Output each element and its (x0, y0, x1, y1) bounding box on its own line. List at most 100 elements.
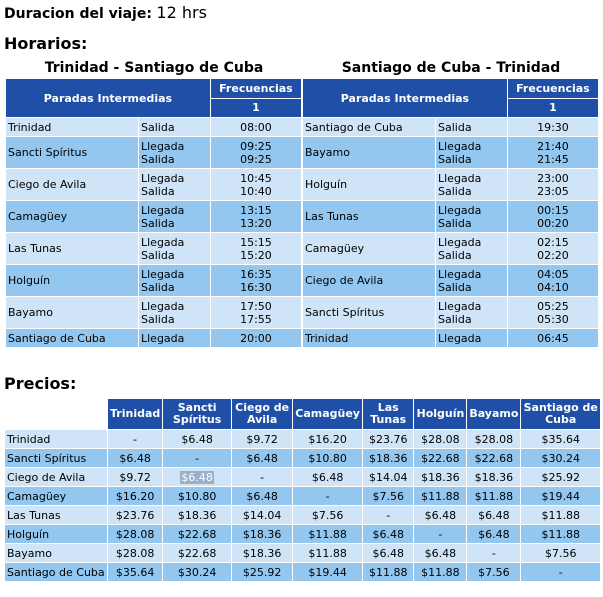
price-cell: $6.48 (361, 543, 415, 563)
stop-name: Trinidad (5, 117, 139, 137)
price-col-header: Camagüey (292, 398, 363, 430)
arrival-departure-type: Llegada Salida (435, 296, 508, 329)
stop-name: Las Tunas (5, 232, 139, 265)
price-cell: $6.48 (162, 429, 232, 449)
price-cell: $23.76 (361, 429, 415, 449)
schedule-table-return: Paradas Intermedias Frecuencias 1 Santiago … (302, 78, 600, 348)
stop-name: Sancti Spíritus (5, 136, 139, 169)
precios-heading: Precios: (4, 374, 77, 393)
col-header-stops: Paradas Intermedias (302, 78, 508, 118)
price-cell: $6.48 (292, 467, 363, 487)
price-cell: $9.72 (106, 467, 164, 487)
price-cell: - (466, 543, 522, 563)
col-header-frequency-number: 1 (506, 97, 600, 118)
price-cell: $28.08 (106, 524, 164, 544)
stop-time: 17:50 17:55 (209, 296, 303, 329)
arrival-departure-type: Llegada (138, 328, 211, 348)
table-row: Camagüey $16.20 $10.80 $6.48- $7.56 $11.88 $11… (4, 486, 601, 506)
selected-price-text: $6.48 (180, 470, 214, 484)
stop-name: Camagüey (302, 232, 436, 265)
duration-label: Duracion del viaje: (4, 6, 152, 22)
price-cell: $28.08 (106, 543, 164, 563)
price-cell: $11.88 (413, 562, 468, 582)
price-row-city: Santiago de Cuba (4, 562, 108, 582)
price-cell: $18.36 (413, 467, 468, 487)
arrival-departure-type: Salida (138, 117, 211, 137)
arrival-departure-type: Llegada Salida (138, 168, 211, 201)
table-row: Camagüey Llegada Salida 13:15 13:20 (5, 200, 303, 233)
price-row-city: Ciego de Avila (4, 467, 108, 487)
price-cell: $22.68 (162, 543, 232, 563)
table-row: Trinidad Llegada 06:45 (302, 328, 600, 348)
price-cell: $10.80 (292, 448, 363, 468)
price-cell: $25.92 (520, 467, 601, 487)
table-row: Bayamo Llegada Salida 21:40 21:45 (302, 136, 600, 169)
price-cell: $28.08 (466, 429, 522, 449)
price-row-city: Las Tunas (4, 505, 108, 525)
stop-name: Las Tunas (302, 200, 436, 233)
price-cell: $14.04 (361, 467, 415, 487)
arrival-departure-type: Llegada Salida (435, 168, 508, 201)
trip-duration: Duracion del viaje: 12 hrs (4, 3, 207, 22)
price-cell: $7.56 (292, 505, 363, 525)
stop-name: Camagüey (5, 200, 139, 233)
price-cell: $16.20 (106, 486, 164, 506)
stop-time: 23:00 23:05 (506, 168, 600, 201)
arrival-departure-type: Llegada Salida (435, 232, 508, 265)
table-row: Ciego de Avila Llegada Salida 10:45 10:40 (5, 168, 303, 201)
price-col-header: Ciego de Avila (230, 398, 294, 430)
price-col-header: Santiago de Cuba (520, 398, 601, 430)
stop-time: 09:25 09:25 (209, 136, 303, 169)
table-row: Santiago de Cuba $35.64 $30.24 $25.92 $19.44… (4, 562, 601, 582)
price-cell: - (230, 467, 294, 487)
col-header-frequencies: Frecuencias (506, 78, 600, 99)
stop-name: Sancti Spíritus (302, 296, 436, 329)
stop-time: 20:00 (209, 328, 303, 348)
price-cell: $11.88 (292, 524, 363, 544)
price-cell: $18.36 (230, 543, 294, 563)
price-col-header: Las Tunas (361, 398, 415, 430)
horarios-heading: Horarios: (4, 34, 88, 53)
price-cell: - (106, 429, 164, 449)
stop-time: 10:45 10:40 (209, 168, 303, 201)
stop-time: 04:05 04:10 (506, 264, 600, 297)
price-cell: $6.48 (230, 448, 294, 468)
price-row-city: Trinidad (4, 429, 108, 449)
price-row-city: Bayamo (4, 543, 108, 563)
table-row: Sancti Spíritus $6.48- $6.48 $10.80 $18.36 $2… (4, 448, 601, 468)
stop-name: Bayamo (5, 296, 139, 329)
stop-name: Holguín (5, 264, 139, 297)
schedule-table-outbound: Paradas Intermedias Frecuencias 1 Trinidad S… (5, 78, 303, 348)
table-row: Holguín $28.08 $22.68 $18.36 $11.88 $6.48- $6.… (4, 524, 601, 544)
stop-name: Santiago de Cuba (302, 117, 436, 137)
arrival-departure-type: Llegada (435, 328, 508, 348)
col-header-stops: Paradas Intermedias (5, 78, 211, 118)
price-cell: - (162, 448, 232, 468)
table-row: Santiago de Cuba Llegada 20:00 (5, 328, 303, 348)
price-cell: $6.48 (466, 524, 522, 544)
price-cell: $22.68 (413, 448, 468, 468)
price-cell: $6.48 (413, 505, 468, 525)
price-row-city: Holguín (4, 524, 108, 544)
price-cell: $6.48 (106, 448, 164, 468)
table-row: Las Tunas $23.76 $18.36 $14.04 $7.56- $6.48 $6… (4, 505, 601, 525)
price-cell: $16.20 (292, 429, 363, 449)
arrival-departure-type: Llegada Salida (435, 200, 508, 233)
stop-time: 05:25 05:30 (506, 296, 600, 329)
price-cell: $10.80 (162, 486, 232, 506)
price-cell: $6.48 (162, 467, 232, 487)
price-row-city: Camagüey (4, 486, 108, 506)
price-table: Trinidad Sancti Spíritus Ciego de Avila Cam… (4, 398, 601, 582)
table-row: Las Tunas Llegada Salida 00:15 00:20 (302, 200, 600, 233)
arrival-departure-type: Llegada Salida (138, 136, 211, 169)
table-row: Bayamo $28.08 $22.68 $18.36 $11.88 $6.48 $6.48… (4, 543, 601, 563)
price-col-header: Holguín (413, 398, 468, 430)
arrival-departure-type: Llegada Salida (435, 264, 508, 297)
stop-time: 16:35 16:30 (209, 264, 303, 297)
table-row: Sancti Spíritus Llegada Salida 05:25 05:30 (302, 296, 600, 329)
arrival-departure-type: Llegada Salida (435, 136, 508, 169)
table-row: Santiago de Cuba Salida 19:30 (302, 117, 600, 137)
arrival-departure-type: Llegada Salida (138, 232, 211, 265)
stop-name: Ciego de Avila (302, 264, 436, 297)
price-row-city: Sancti Spíritus (4, 448, 108, 468)
